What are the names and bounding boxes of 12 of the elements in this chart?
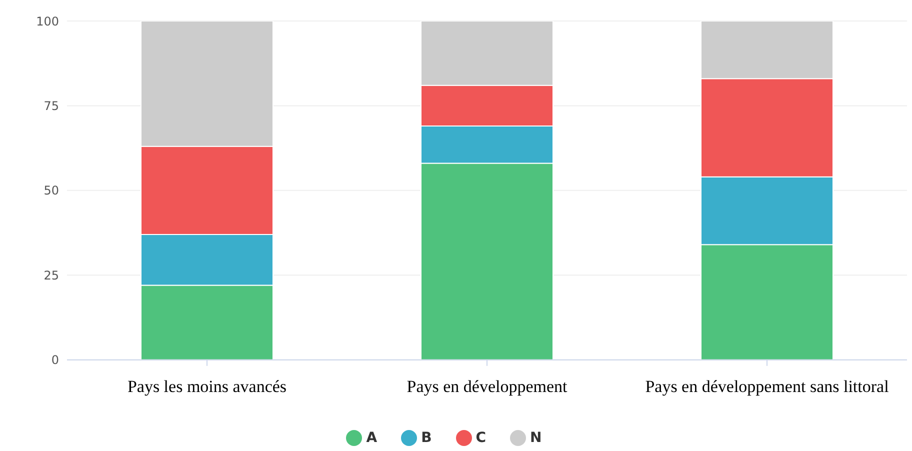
y-tick-label: 100 <box>36 14 59 28</box>
legend-label: B <box>421 430 432 446</box>
x-tick-label: Pays en développement sans littoral <box>645 376 890 396</box>
x-tick-label: Pays en développement <box>406 376 568 396</box>
x-tick-label: Pays les moins avancés <box>127 376 287 396</box>
legend-label: N <box>530 430 542 446</box>
y-tick-label: 25 <box>44 268 59 282</box>
legend-label: C <box>476 430 486 446</box>
y-tick-label: 75 <box>44 98 59 113</box>
y-tick-label: 0 <box>51 353 59 368</box>
legend-label: A <box>366 430 378 446</box>
y-tick-label: 50 <box>44 184 59 198</box>
